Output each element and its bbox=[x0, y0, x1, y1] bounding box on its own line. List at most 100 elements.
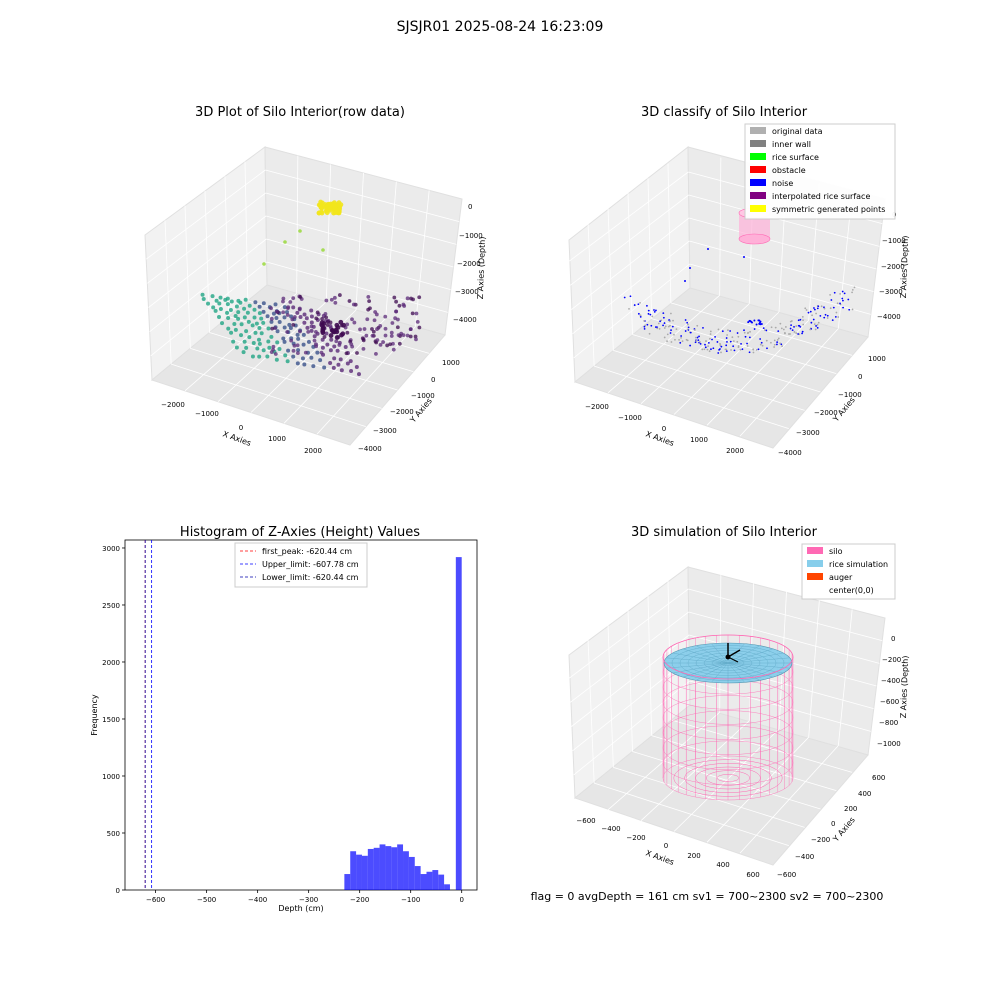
scatter-point bbox=[762, 327, 765, 330]
scatter-point bbox=[340, 331, 346, 337]
silo-floor-ring bbox=[673, 759, 783, 797]
scatter-point bbox=[283, 353, 288, 358]
scatter-point bbox=[699, 342, 702, 345]
scatter-point bbox=[726, 341, 728, 343]
scatter-point bbox=[633, 304, 636, 306]
legend-label: original data bbox=[772, 127, 823, 136]
legend-label: obstacle bbox=[772, 166, 806, 175]
scatter-point bbox=[314, 329, 318, 334]
scatter-point bbox=[270, 326, 275, 331]
x-tick-label: −300 bbox=[299, 896, 318, 904]
rice-surface-spoke bbox=[727, 657, 790, 664]
scatter-point bbox=[210, 294, 215, 299]
scatter-point bbox=[704, 346, 707, 349]
scatter-point bbox=[801, 332, 803, 335]
scatter-point bbox=[709, 337, 711, 340]
scatter-point bbox=[265, 314, 270, 319]
scatter-point bbox=[741, 348, 744, 351]
legend-swatch bbox=[750, 140, 766, 147]
scatter-point bbox=[740, 342, 742, 345]
scatter-point bbox=[724, 348, 727, 351]
p4-ztick-0: 0 bbox=[891, 635, 895, 643]
scatter-point bbox=[312, 338, 317, 343]
scatter-point bbox=[709, 330, 712, 333]
scatter-point bbox=[345, 361, 350, 366]
panel-histogram: Histogram of Z-Axies (Height) Values −60… bbox=[90, 525, 478, 913]
scatter-point bbox=[273, 326, 277, 330]
scatter-point bbox=[684, 319, 687, 321]
p2-ytick-1: 0 bbox=[858, 373, 862, 381]
scatter-point bbox=[309, 324, 314, 329]
scatter-point bbox=[257, 311, 262, 316]
scatter-point bbox=[350, 344, 355, 349]
scatter-point bbox=[312, 334, 317, 339]
scatter-point bbox=[646, 304, 648, 307]
scatter-point bbox=[670, 329, 672, 332]
scatter-point bbox=[392, 295, 397, 300]
panel2-title: 3D classify of Silo Interior bbox=[641, 105, 808, 120]
scatter-point bbox=[815, 325, 817, 327]
scatter-point bbox=[334, 339, 339, 344]
scatter-point bbox=[746, 345, 749, 347]
scatter-point bbox=[648, 332, 651, 335]
scatter-point bbox=[360, 336, 365, 341]
panel1-points bbox=[200, 199, 422, 377]
p1-ztick-4: −4000 bbox=[453, 316, 477, 324]
scatter-point bbox=[328, 333, 334, 338]
scatter-point bbox=[356, 372, 361, 377]
scatter-point bbox=[320, 316, 324, 321]
scatter-point bbox=[315, 310, 320, 315]
p1-ytick-5: −4000 bbox=[358, 445, 382, 453]
scatter-point bbox=[324, 331, 329, 336]
histogram-bar bbox=[408, 856, 415, 890]
scatter-point bbox=[213, 308, 218, 313]
scatter-point bbox=[719, 342, 721, 345]
scatter-point bbox=[323, 312, 328, 316]
scatter-point bbox=[253, 300, 258, 305]
scatter-point bbox=[729, 340, 732, 343]
p2-ytick-3: −2000 bbox=[814, 409, 838, 417]
scatter-point bbox=[729, 330, 732, 332]
scatter-point bbox=[282, 305, 287, 310]
rice-surface-spoke bbox=[695, 645, 729, 664]
scatter-point bbox=[218, 295, 223, 300]
scatter-point bbox=[707, 341, 710, 344]
scatter-point bbox=[366, 294, 371, 299]
scatter-point bbox=[743, 329, 745, 332]
scatter-point bbox=[261, 309, 266, 314]
scatter-point bbox=[321, 248, 325, 252]
scatter-point bbox=[802, 323, 805, 326]
scatter-point bbox=[402, 304, 407, 308]
p4-xtick-4: 200 bbox=[687, 852, 700, 860]
scatter-point bbox=[646, 323, 649, 326]
scatter-point bbox=[257, 326, 262, 331]
p4-xtick-0: −600 bbox=[576, 817, 595, 825]
scatter-point bbox=[726, 334, 729, 336]
scatter-point bbox=[725, 337, 728, 339]
scatter-point bbox=[725, 350, 728, 352]
scatter-point bbox=[663, 327, 666, 329]
scatter-point bbox=[275, 329, 280, 334]
scatter-point bbox=[256, 337, 261, 342]
scatter-point bbox=[286, 306, 290, 311]
scatter-point bbox=[680, 336, 682, 339]
scatter-point bbox=[226, 326, 231, 331]
scatter-point bbox=[678, 338, 680, 341]
scatter-point bbox=[697, 339, 700, 342]
scatter-point bbox=[666, 333, 669, 336]
scatter-point bbox=[714, 336, 716, 338]
scatter-point bbox=[252, 307, 257, 312]
scatter-point bbox=[389, 330, 394, 335]
scatter-point bbox=[801, 315, 804, 318]
scatter-point bbox=[760, 322, 763, 325]
scatter-point bbox=[269, 350, 274, 355]
scatter-point bbox=[337, 343, 342, 347]
scatter-point bbox=[673, 333, 675, 336]
scatter-point bbox=[790, 320, 793, 322]
scatter-point bbox=[783, 332, 786, 334]
scatter-point bbox=[239, 333, 244, 338]
scatter-point bbox=[770, 326, 773, 329]
scatter-point bbox=[834, 315, 837, 318]
scatter-point bbox=[332, 295, 337, 300]
scatter-point bbox=[686, 321, 689, 324]
